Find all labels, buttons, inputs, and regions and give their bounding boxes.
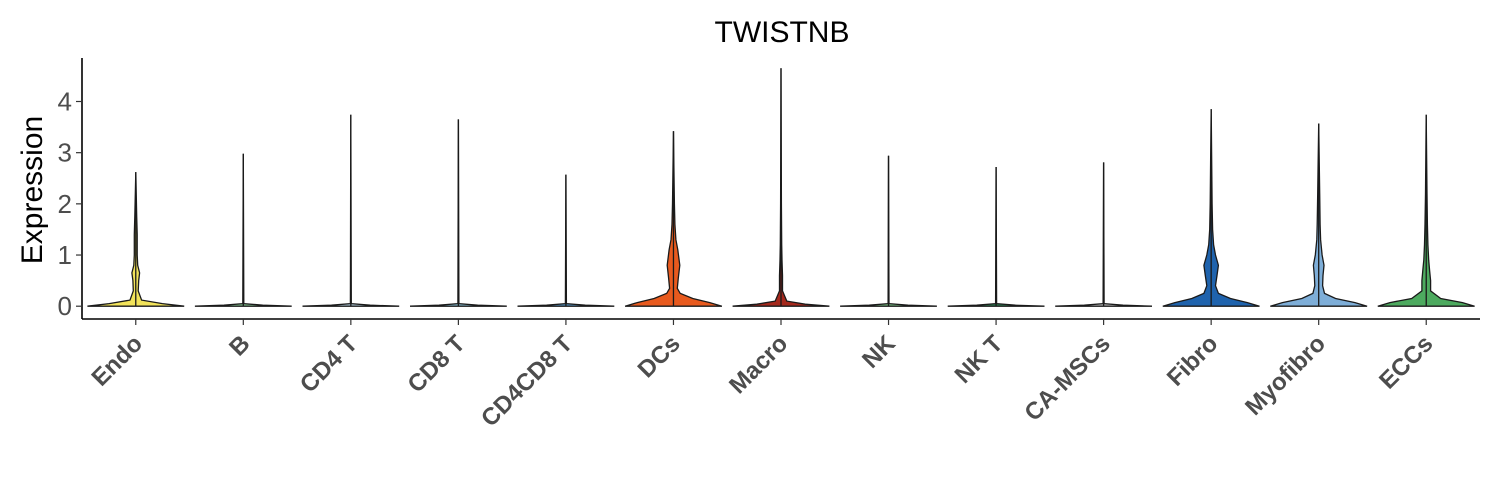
plot-area: 0 1 2 3 4 Endo B CD4 T CD8 T CD4CD8 T DCs Macro NK NK… <box>58 58 1480 432</box>
x-tick-label: CA-MSCs <box>1019 330 1115 426</box>
x-tick-label: CD4CD8 T <box>476 330 578 432</box>
x-tick-label: CD4 T <box>295 330 363 398</box>
y-tick-label: 1 <box>58 240 72 270</box>
x-tick-label: NK <box>857 330 901 374</box>
y-tick-label: 4 <box>58 87 72 117</box>
y-axis-label: Expression <box>16 116 49 264</box>
x-tick-label: Endo <box>86 330 148 392</box>
x-tick-label: NK T <box>950 330 1009 389</box>
x-tick-label: DCs <box>633 330 686 383</box>
x-tick-label: Fibro <box>1162 330 1224 392</box>
y-tick-label: 3 <box>58 138 72 168</box>
chart-title: TWISTNB <box>715 16 850 49</box>
y-tick-label: 0 <box>58 291 72 321</box>
x-tick-label: ECCs <box>1374 330 1438 394</box>
y-tick-label: 2 <box>58 189 72 219</box>
x-tick-label: B <box>224 330 255 361</box>
x-tick-label: CD8 T <box>403 330 471 398</box>
x-tick-label: Macro <box>724 330 793 399</box>
x-tick-label: Myofibro <box>1240 330 1331 421</box>
